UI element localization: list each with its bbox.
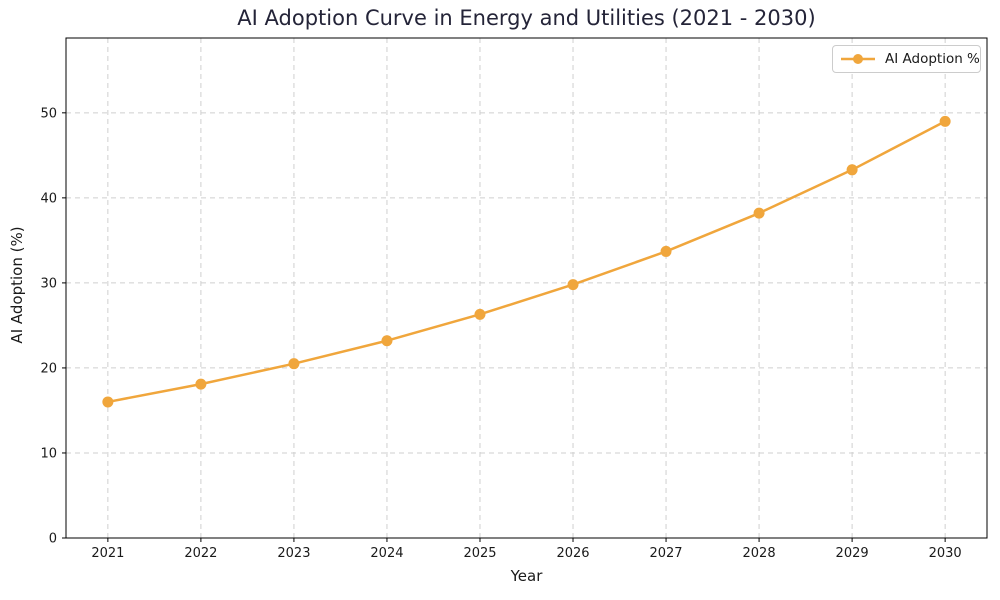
chart-title: AI Adoption Curve in Energy and Utilitie… — [237, 6, 816, 30]
data-point — [567, 279, 579, 291]
y-tick-label: 20 — [40, 361, 57, 376]
y-tick-label: 50 — [40, 106, 57, 121]
data-line — [106, 120, 947, 404]
x-axis-title: Year — [510, 567, 544, 585]
x-tick-label: 2029 — [836, 546, 869, 561]
x-tick-label: 2030 — [929, 546, 962, 561]
data-point — [753, 207, 765, 219]
legend-line-marker-icon — [841, 54, 875, 64]
y-tick-label: 0 — [49, 532, 57, 547]
x-tick-label: 2024 — [370, 546, 403, 561]
data-point — [102, 396, 114, 408]
plot-border — [65, 37, 988, 539]
data-point — [381, 335, 393, 347]
data-point — [939, 115, 951, 127]
legend: AI Adoption % — [832, 45, 981, 73]
data-point — [195, 378, 207, 390]
x-tick-label: 2022 — [184, 546, 217, 561]
data-point — [474, 308, 486, 320]
x-tick-label: 2028 — [743, 546, 776, 561]
data-point — [288, 358, 300, 370]
x-tick-label: 2026 — [556, 546, 589, 561]
x-tick-label: 2027 — [649, 546, 682, 561]
data-point — [660, 245, 672, 257]
x-tick-label: 2025 — [463, 546, 496, 561]
y-tick-label: 10 — [40, 446, 57, 461]
x-tick-label: 2023 — [277, 546, 310, 561]
y-tick-label: 30 — [40, 276, 57, 291]
y-axis-title: AI Adoption (%) — [8, 226, 26, 343]
legend-label: AI Adoption % — [885, 51, 980, 67]
x-tick-label: 2021 — [91, 546, 124, 561]
data-point — [846, 164, 858, 176]
y-tick-label: 40 — [40, 191, 57, 206]
